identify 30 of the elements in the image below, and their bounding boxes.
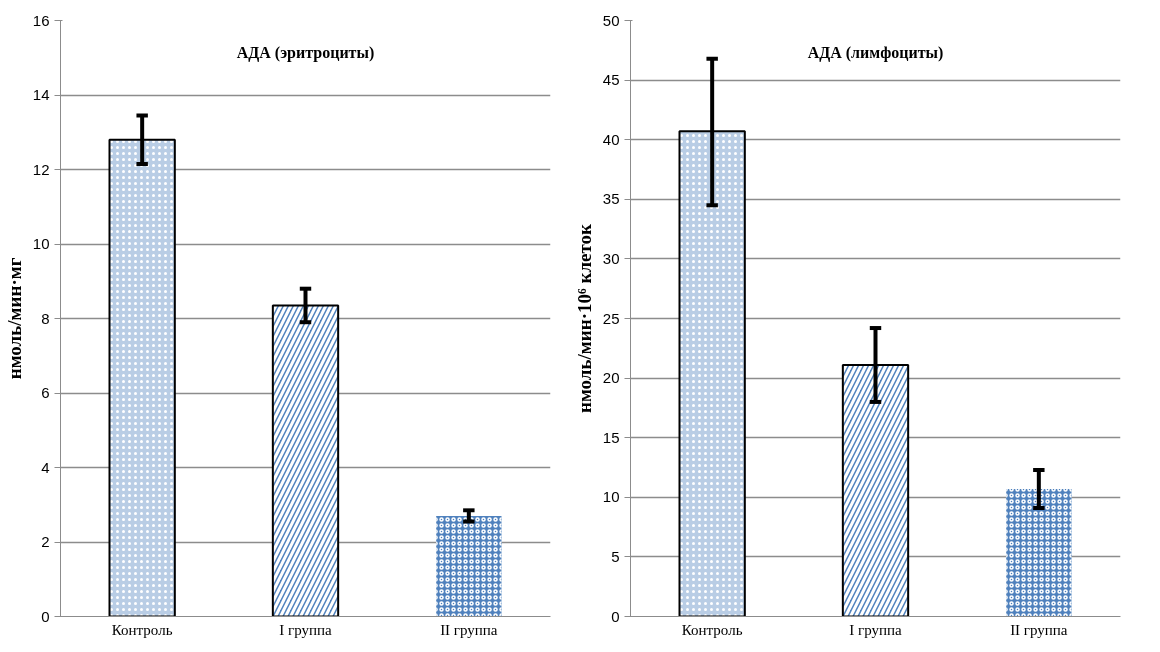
y-tick-label: 45 (602, 71, 620, 89)
y-tick-label: 4 (41, 458, 50, 476)
x-tick-label: I группа (279, 621, 333, 638)
y-tick-label: 16 (32, 11, 50, 29)
y-tick-label: 10 (602, 488, 620, 506)
y-tick-label: 12 (32, 160, 50, 178)
y-tick-label: 5 (611, 547, 620, 565)
y-axis-title: нмоль/мин·мг (3, 257, 25, 380)
y-tick-label: 30 (602, 249, 620, 267)
y-tick-label: 0 (41, 607, 50, 625)
y-tick-label: 20 (602, 369, 620, 387)
y-tick-label: 25 (602, 309, 620, 327)
y-tick-label: 2 (41, 533, 50, 550)
x-tick-label: II группа (1010, 621, 1068, 638)
y-tick-label: 14 (32, 86, 50, 103)
x-tick-label: II группа (440, 621, 498, 638)
x-tick-label: Контроль (111, 621, 173, 638)
y-tick-label: 10 (32, 235, 50, 252)
x-tick-label: I группа (849, 621, 903, 638)
y-tick-label: 6 (41, 384, 50, 401)
y-tick-label: 40 (602, 130, 620, 148)
text: АДА (эритроциты) (236, 43, 375, 62)
y-tick-label: 15 (602, 428, 620, 446)
x-tick-label: Контроль (681, 621, 743, 638)
text: АДА (лимфоциты) (807, 43, 944, 62)
y-tick-label: 50 (602, 11, 620, 29)
y-tick-label: 8 (41, 309, 50, 327)
y-tick-label: 0 (611, 607, 620, 625)
y-axis-title: нмоль/мин·10⁶ клеток (573, 223, 595, 414)
y-tick-label: 35 (602, 190, 620, 208)
